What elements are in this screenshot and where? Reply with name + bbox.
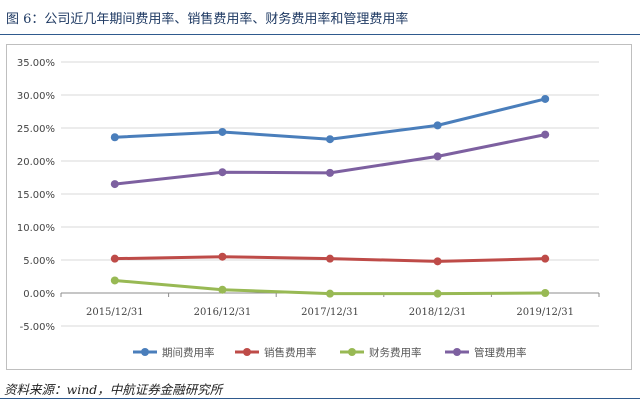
y-tick-label: 20.00% [17,157,55,168]
y-tick-label: 10.00% [17,223,55,234]
data-point [433,152,442,161]
x-tick-label: 2019/12/31 [516,307,574,318]
data-point [541,94,550,103]
x-tick-label: 2015/12/31 [86,307,144,318]
data-point [110,133,119,142]
legend-swatch-marker [243,348,251,356]
chart-frame: 35.00% 30.00% 25.00% 20.00% 15.00% 10.00% 5.00… [6,44,632,370]
data-point [218,127,227,136]
data-point [218,168,227,177]
legend-label: 管理费用率 [474,346,527,359]
legend-swatch-marker [453,348,461,356]
data-point [433,121,442,130]
y-tick-label: 5.00% [23,256,55,267]
y-tick-label: 25.00% [17,124,55,135]
legend-label: 财务费用率 [369,346,422,359]
bottom-rule [0,398,640,399]
data-point [326,168,334,177]
data-point [110,276,119,285]
data-point [433,257,442,266]
data-point [326,254,334,263]
y-tick-label: 15.00% [17,190,55,201]
data-point [326,289,334,298]
legend-swatch-marker [141,348,149,356]
figure-title: 图 6：公司近几年期间费用率、销售费用率、财务费用率和管理费用率 [6,12,409,27]
legend-swatch-marker [348,348,356,356]
legend-label: 销售费用率 [264,346,317,359]
data-point [541,130,550,139]
series-line-1 [114,97,546,141]
y-tick-label: 0.00% [23,289,55,300]
data-point [541,254,550,263]
data-point [541,289,550,297]
line-chart: 35.00% 30.00% 25.00% 20.00% 15.00% 10.00% 5.00… [17,58,600,359]
x-tick-label: 2017/12/31 [301,307,359,318]
data-point [218,285,227,294]
source-note: 资料来源：wind，中航证券金融研究所 [4,382,223,397]
title-rule [0,34,640,35]
data-point [110,180,119,189]
y-tick-label: 35.00% [17,58,55,69]
x-tick-label: 2016/12/31 [194,307,252,318]
data-point [433,289,442,298]
y-tick-label: -5.00% [20,322,55,333]
data-point [218,252,227,261]
x-tick-label: 2018/12/31 [409,307,467,318]
legend-label: 期间费用率 [162,346,215,359]
data-point [110,254,119,263]
y-tick-label: 30.00% [17,91,55,102]
data-point [326,135,334,144]
